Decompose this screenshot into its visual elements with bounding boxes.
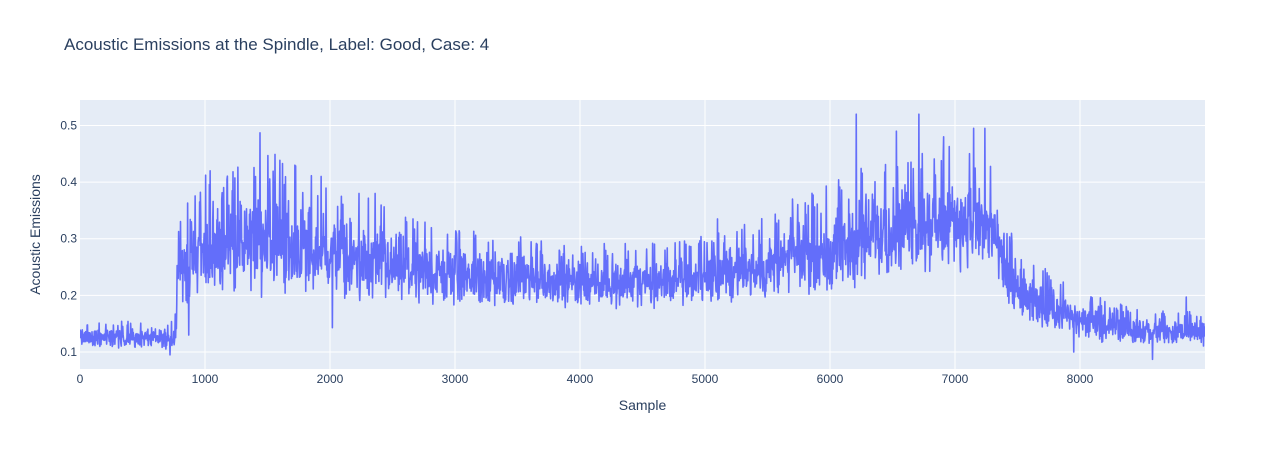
x-tick-label: 3000 (442, 372, 469, 386)
chart-title: Acoustic Emissions at the Spindle, Label… (64, 35, 489, 54)
x-tick-label: 8000 (1067, 372, 1094, 386)
y-tick-label: 0.2 (60, 288, 77, 302)
x-tick-label: 1000 (192, 372, 219, 386)
x-tick-label: 4000 (567, 372, 594, 386)
x-axis-label: Sample (619, 397, 667, 413)
x-tick-label: 6000 (817, 372, 844, 386)
y-tick-label: 0.5 (60, 118, 77, 132)
y-tick-label: 0.3 (60, 232, 77, 246)
series-line-acoustic-emissions (80, 113, 1205, 361)
x-tick-label: 7000 (942, 372, 969, 386)
x-tick-label: 2000 (317, 372, 344, 386)
y-tick-label: 0.1 (60, 345, 77, 359)
y-axis-label: Acoustic Emissions (27, 174, 43, 295)
x-tick-label: 5000 (692, 372, 719, 386)
x-tick-label: 0 (77, 372, 84, 386)
y-tick-label: 0.4 (60, 175, 77, 189)
x-axis-ticks: 0 1000 2000 3000 4000 5000 6000 7000 8000 (77, 372, 1094, 386)
series-layer (80, 113, 1205, 361)
y-axis-ticks: 0.1 0.2 0.3 0.4 0.5 (60, 118, 77, 359)
